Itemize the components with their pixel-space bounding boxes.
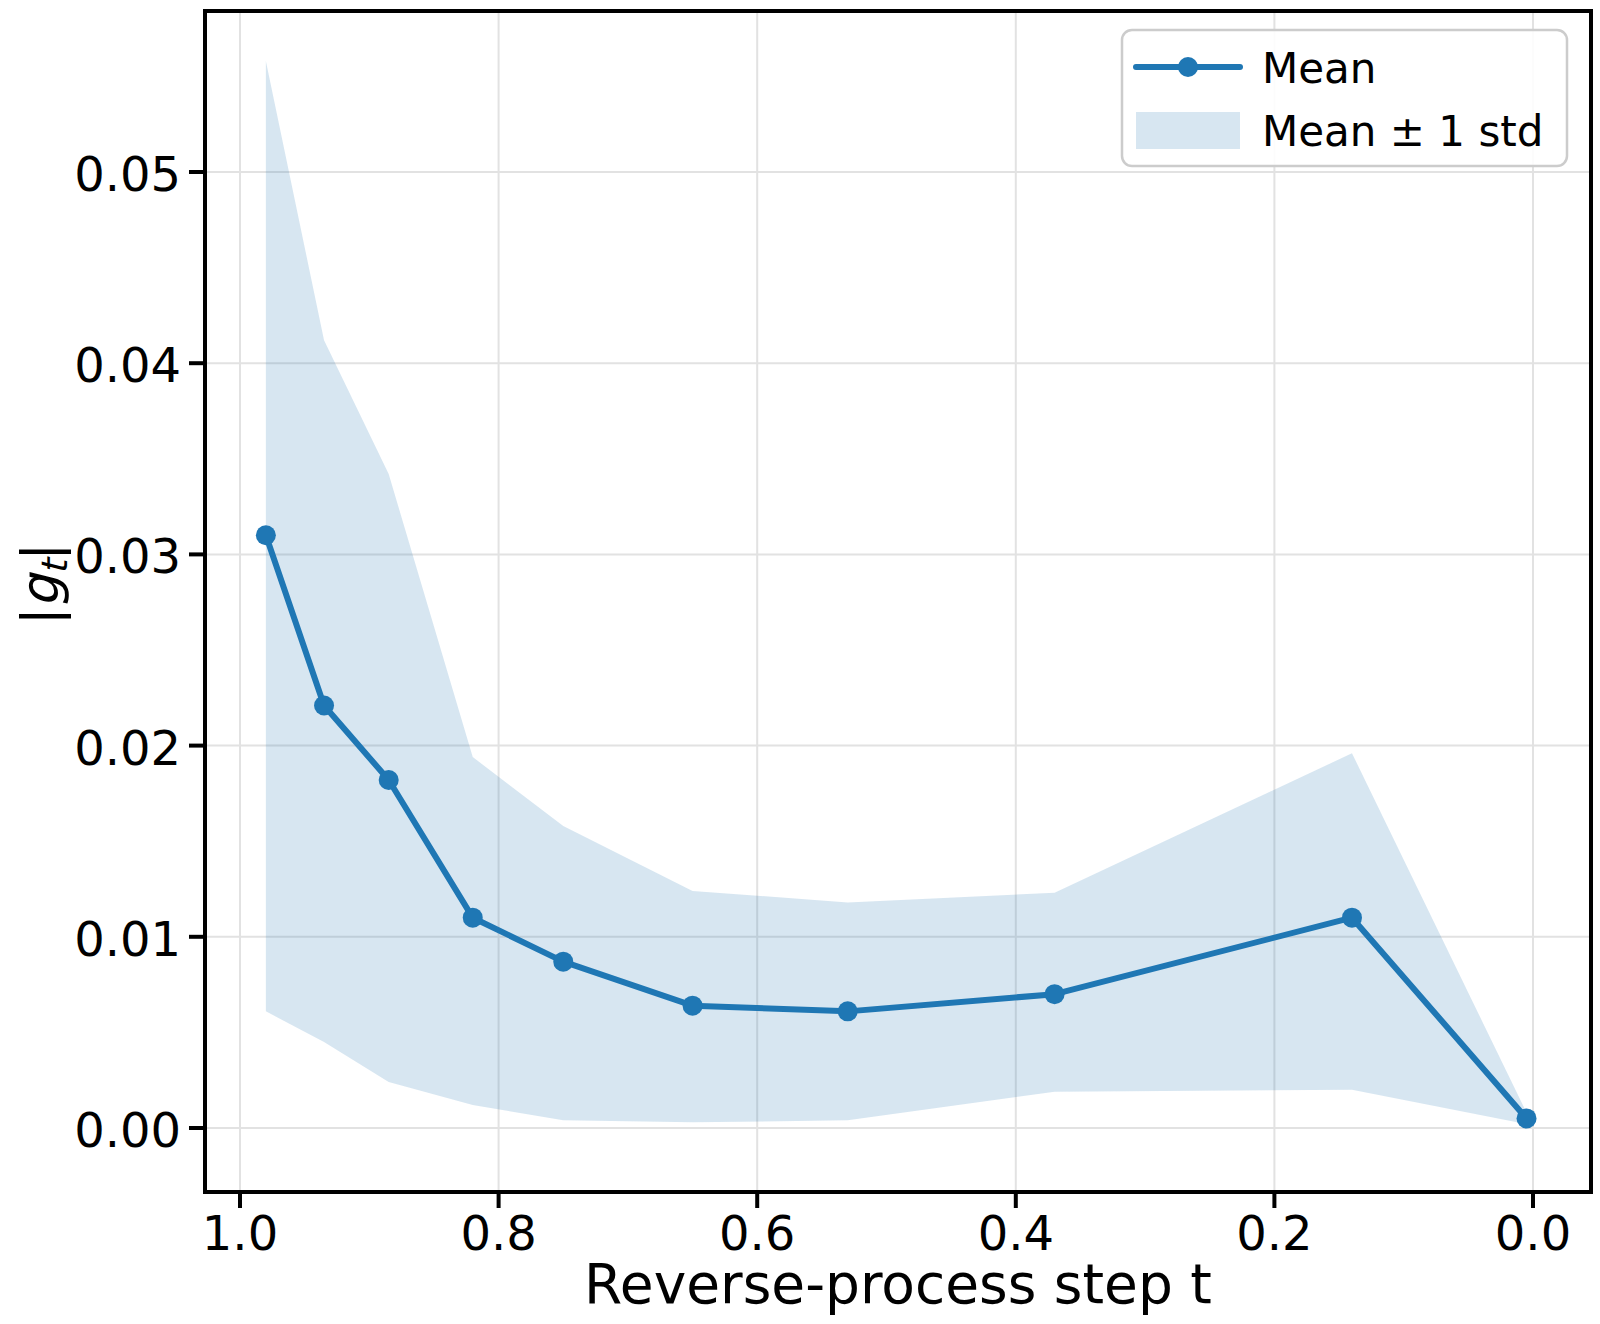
figure: 1.00.80.60.40.20.0 0.000.010.020.030.040…: [0, 0, 1600, 1324]
legend-label-band: Mean ± 1 std: [1262, 107, 1543, 156]
legend-band-patch-sample: [1136, 112, 1240, 149]
std-band: [266, 61, 1527, 1124]
y-tick-label: 0.02: [74, 720, 181, 776]
data-point-marker: [1517, 1108, 1537, 1128]
legend: Mean Mean ± 1 std: [1122, 30, 1567, 166]
legend-label-mean: Mean: [1262, 44, 1376, 93]
x-tick-label: 0.0: [1495, 1205, 1571, 1261]
y-tick-label: 0.00: [74, 1102, 181, 1158]
y-axis-label-part: |: [10, 543, 71, 561]
y-axis-tick-labels: 0.00 0.01 0.02 0.03 0.04 0.05: [74, 146, 181, 1158]
x-tick-label: 0.8: [460, 1205, 536, 1261]
y-tick-label: 0.03: [74, 528, 181, 584]
y-tick-label: 0.01: [74, 911, 181, 967]
x-tick-label: 0.2: [1236, 1205, 1312, 1261]
chart-canvas: 1.00.80.60.40.20.0 0.000.010.020.030.040…: [0, 0, 1600, 1324]
data-point-marker: [1342, 908, 1362, 928]
data-point-marker: [463, 908, 483, 928]
data-point-marker: [256, 525, 276, 545]
y-axis-label-part: g: [10, 572, 70, 608]
x-axis-label: Reverse-process step t: [584, 1252, 1212, 1316]
y-axis-label-part: |: [10, 608, 71, 626]
data-point-marker: [683, 996, 703, 1016]
y-tick-label: 0.05: [74, 146, 181, 202]
x-tick-label: 1.0: [202, 1205, 278, 1261]
data-point-marker: [379, 770, 399, 790]
x-axis-ticks: [240, 1192, 1533, 1208]
y-axis-ticks: [189, 172, 205, 1128]
data-point-marker: [838, 1001, 858, 1021]
y-axis-label: |gt|: [10, 543, 75, 625]
legend-mean-marker-sample: [1178, 57, 1198, 77]
data-point-marker: [553, 952, 573, 972]
y-tick-label: 0.04: [74, 337, 181, 393]
data-point-marker: [314, 695, 334, 715]
data-point-marker: [1045, 984, 1065, 1004]
